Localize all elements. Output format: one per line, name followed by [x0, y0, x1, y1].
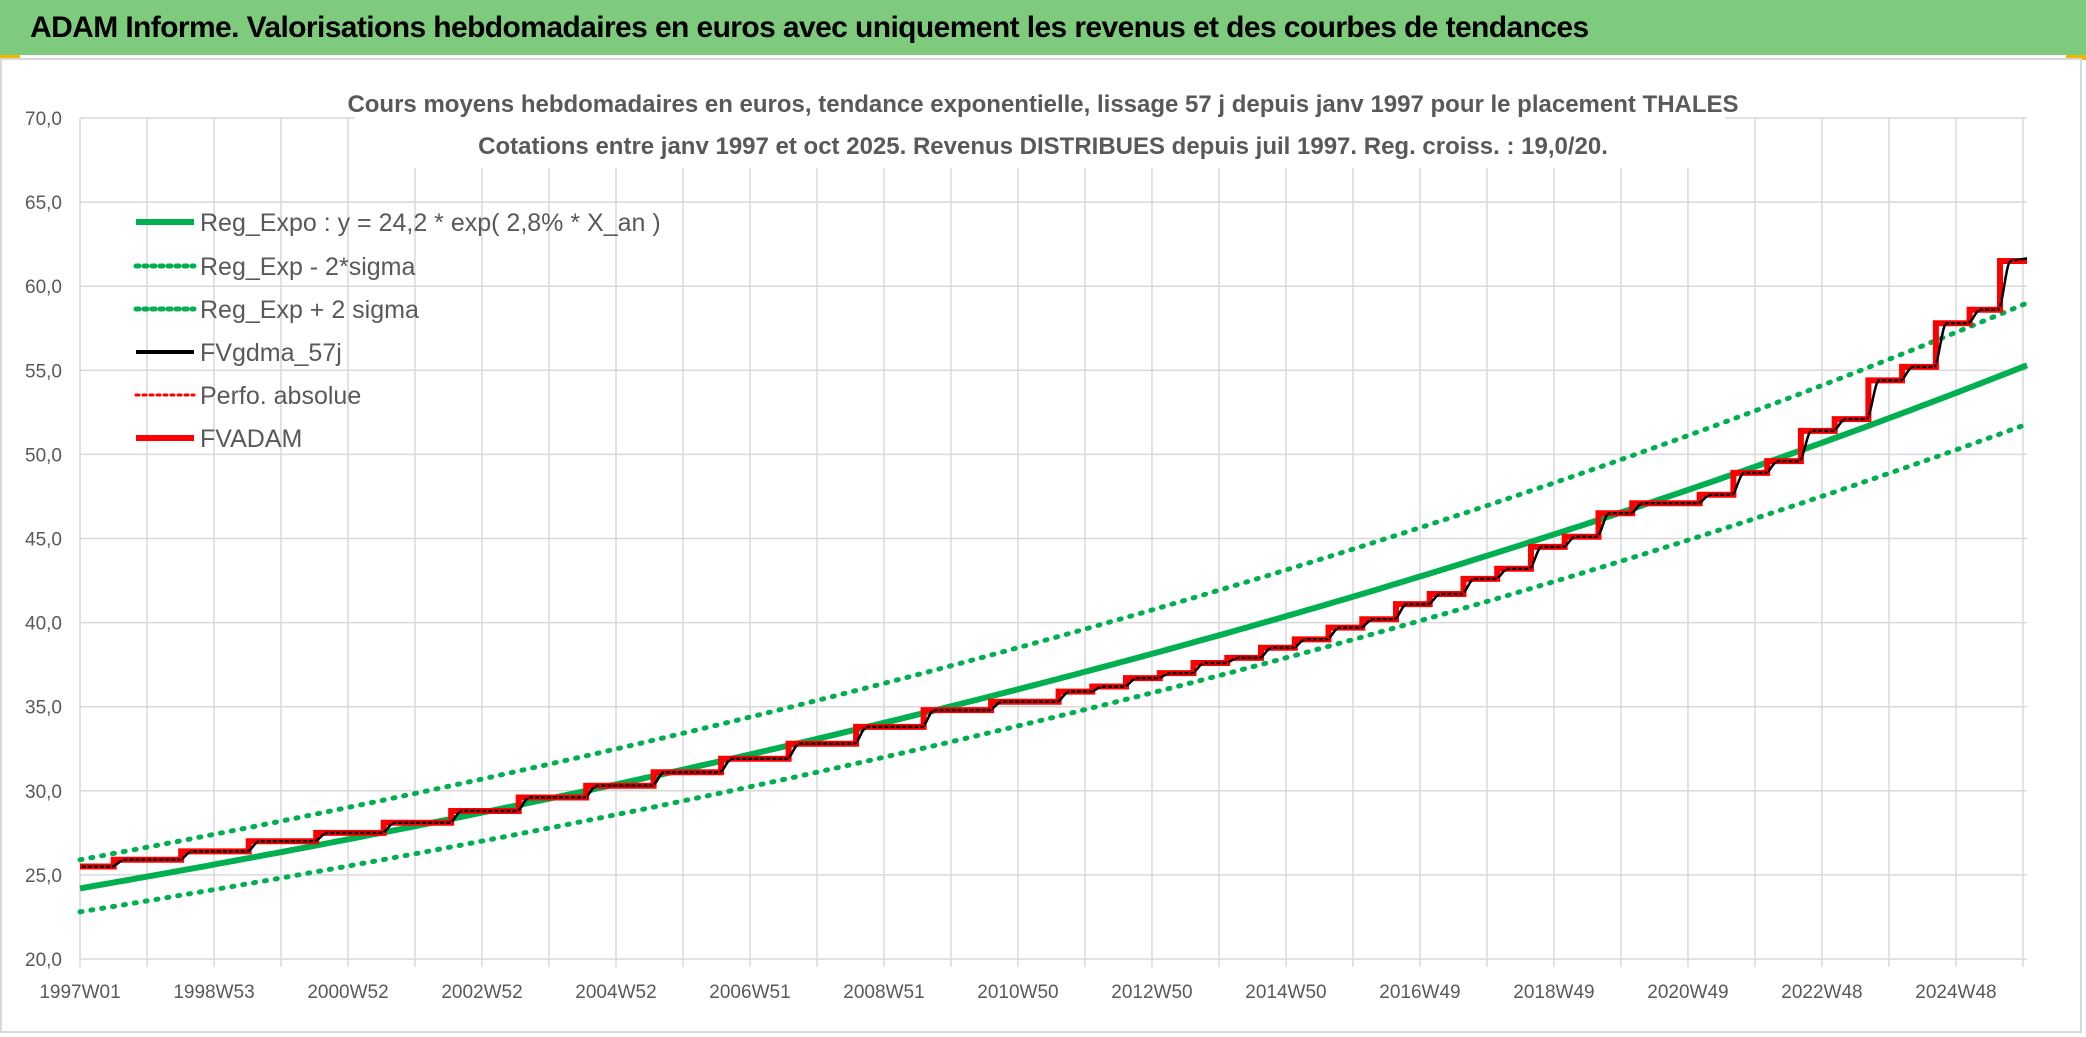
x-tick-label: 2022W48 [1781, 982, 1862, 1003]
x-tick-label: 2020W49 [1647, 982, 1728, 1003]
y-tick-label: 65,0 [25, 193, 62, 214]
y-tick-label: 20,0 [25, 950, 62, 971]
title-background [355, 86, 1725, 168]
banner: ADAM Informe. Valorisations hebdomadaire… [0, 0, 2086, 55]
y-tick-label: 55,0 [25, 361, 62, 382]
x-tick-label: 2014W50 [1245, 982, 1326, 1003]
series-perfo-absolue [80, 260, 2027, 868]
corner-mark-right [2066, 55, 2086, 60]
y-tick-label: 60,0 [25, 277, 62, 298]
chart-title-line2: Cotations entre janv 1997 et oct 2025. R… [478, 133, 1608, 160]
corner-mark-left [0, 55, 20, 60]
legend: Reg_Expo : y = 24,2 * exp( 2,8% * X_an )… [133, 209, 661, 453]
x-tick-label: 2016W49 [1379, 982, 1460, 1003]
y-tick-label: 30,0 [25, 782, 62, 803]
legend-label-fvgdma: FVgdma_57j [200, 339, 342, 367]
chart-title-line1: Cours moyens hebdomadaires en euros, ten… [347, 91, 1738, 118]
series-reg-exp-plus-2sigma [77, 300, 2030, 863]
x-tick-label: 1997W01 [39, 982, 120, 1003]
x-tick-label: 2018W49 [1513, 982, 1594, 1003]
series-layer [77, 257, 2030, 915]
legend-label-reg-exp-minus: Reg_Exp - 2*sigma [200, 253, 415, 281]
series-fvgdma-57j [80, 257, 2028, 868]
y-tick-label: 40,0 [25, 614, 62, 635]
series-reg-expo [79, 362, 2029, 892]
series-fvadam [80, 258, 2027, 870]
x-tick-label: 2024W48 [1915, 982, 1996, 1003]
chart-frame [0, 58, 2082, 1033]
x-tick-label: 2002W52 [441, 982, 522, 1003]
legend-label-fvadam: FVADAM [200, 425, 302, 453]
y-tick-label: 25,0 [25, 866, 62, 887]
legend-label-reg-exp-plus: Reg_Exp + 2 sigma [200, 296, 419, 324]
y-tick-label: 45,0 [25, 530, 62, 551]
x-tick-label: 1998W53 [173, 982, 254, 1003]
series-reg-exp-minus-2sigma [77, 421, 2030, 915]
x-tick-label: 2008W51 [843, 982, 924, 1003]
grid: 20,0 25,0 30,0 35,0 40,0 45,0 50,0 55,0 60,0 65,0… [25, 109, 2027, 1003]
x-tick-label: 2004W52 [575, 982, 656, 1003]
x-tick-label: 2010W50 [977, 982, 1058, 1003]
y-tick-label: 35,0 [25, 698, 62, 719]
x-tick-label: 2006W51 [709, 982, 790, 1003]
x-tick-label: 2000W52 [307, 982, 388, 1003]
y-tick-label: 50,0 [25, 445, 62, 466]
y-tick-label: 70,0 [25, 109, 62, 130]
banner-title: ADAM Informe. Valorisations hebdomadaire… [30, 10, 1589, 44]
legend-label-perfo-absolue: Perfo. absolue [200, 382, 361, 410]
x-tick-label: 2012W50 [1111, 982, 1192, 1003]
legend-label-reg-expo: Reg_Expo : y = 24,2 * exp( 2,8% * X_an ) [200, 209, 661, 237]
